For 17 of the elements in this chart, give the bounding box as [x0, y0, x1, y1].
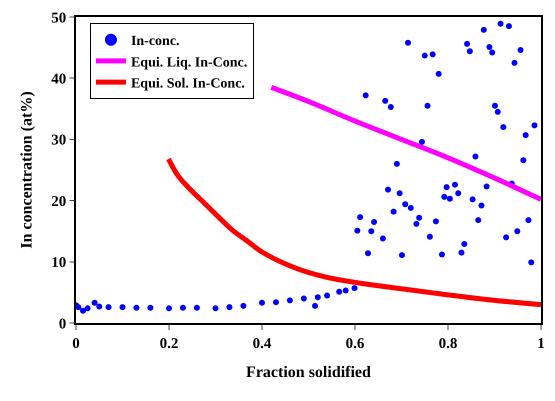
x-tick-label: 0	[72, 336, 80, 352]
x-tick-label: 1	[537, 336, 545, 352]
y-tick-label: 50	[51, 10, 66, 26]
y-tick-label: 10	[51, 255, 66, 272]
y-tick-label: 30	[51, 132, 66, 149]
legend-label: Equi. Sol. In-Conc.	[130, 76, 245, 92]
x-tick-label: 0.6	[346, 336, 365, 352]
y-tick-label: 40	[51, 71, 66, 88]
x-tick-label: 0.2	[160, 336, 178, 352]
y-tick-label: 20	[51, 194, 66, 210]
y-tick-label: 0	[58, 316, 66, 332]
y-axis-title: In concentration (at%)	[18, 91, 36, 249]
legend-label: In-conc.	[130, 34, 180, 50]
x-tick-label: 0.4	[252, 336, 272, 352]
legend-label: Equi. Liq. In-Conc.	[130, 55, 248, 70]
x-axis-title: Fraction solidified	[246, 364, 372, 381]
x-tick-label: 0.8	[438, 336, 458, 352]
